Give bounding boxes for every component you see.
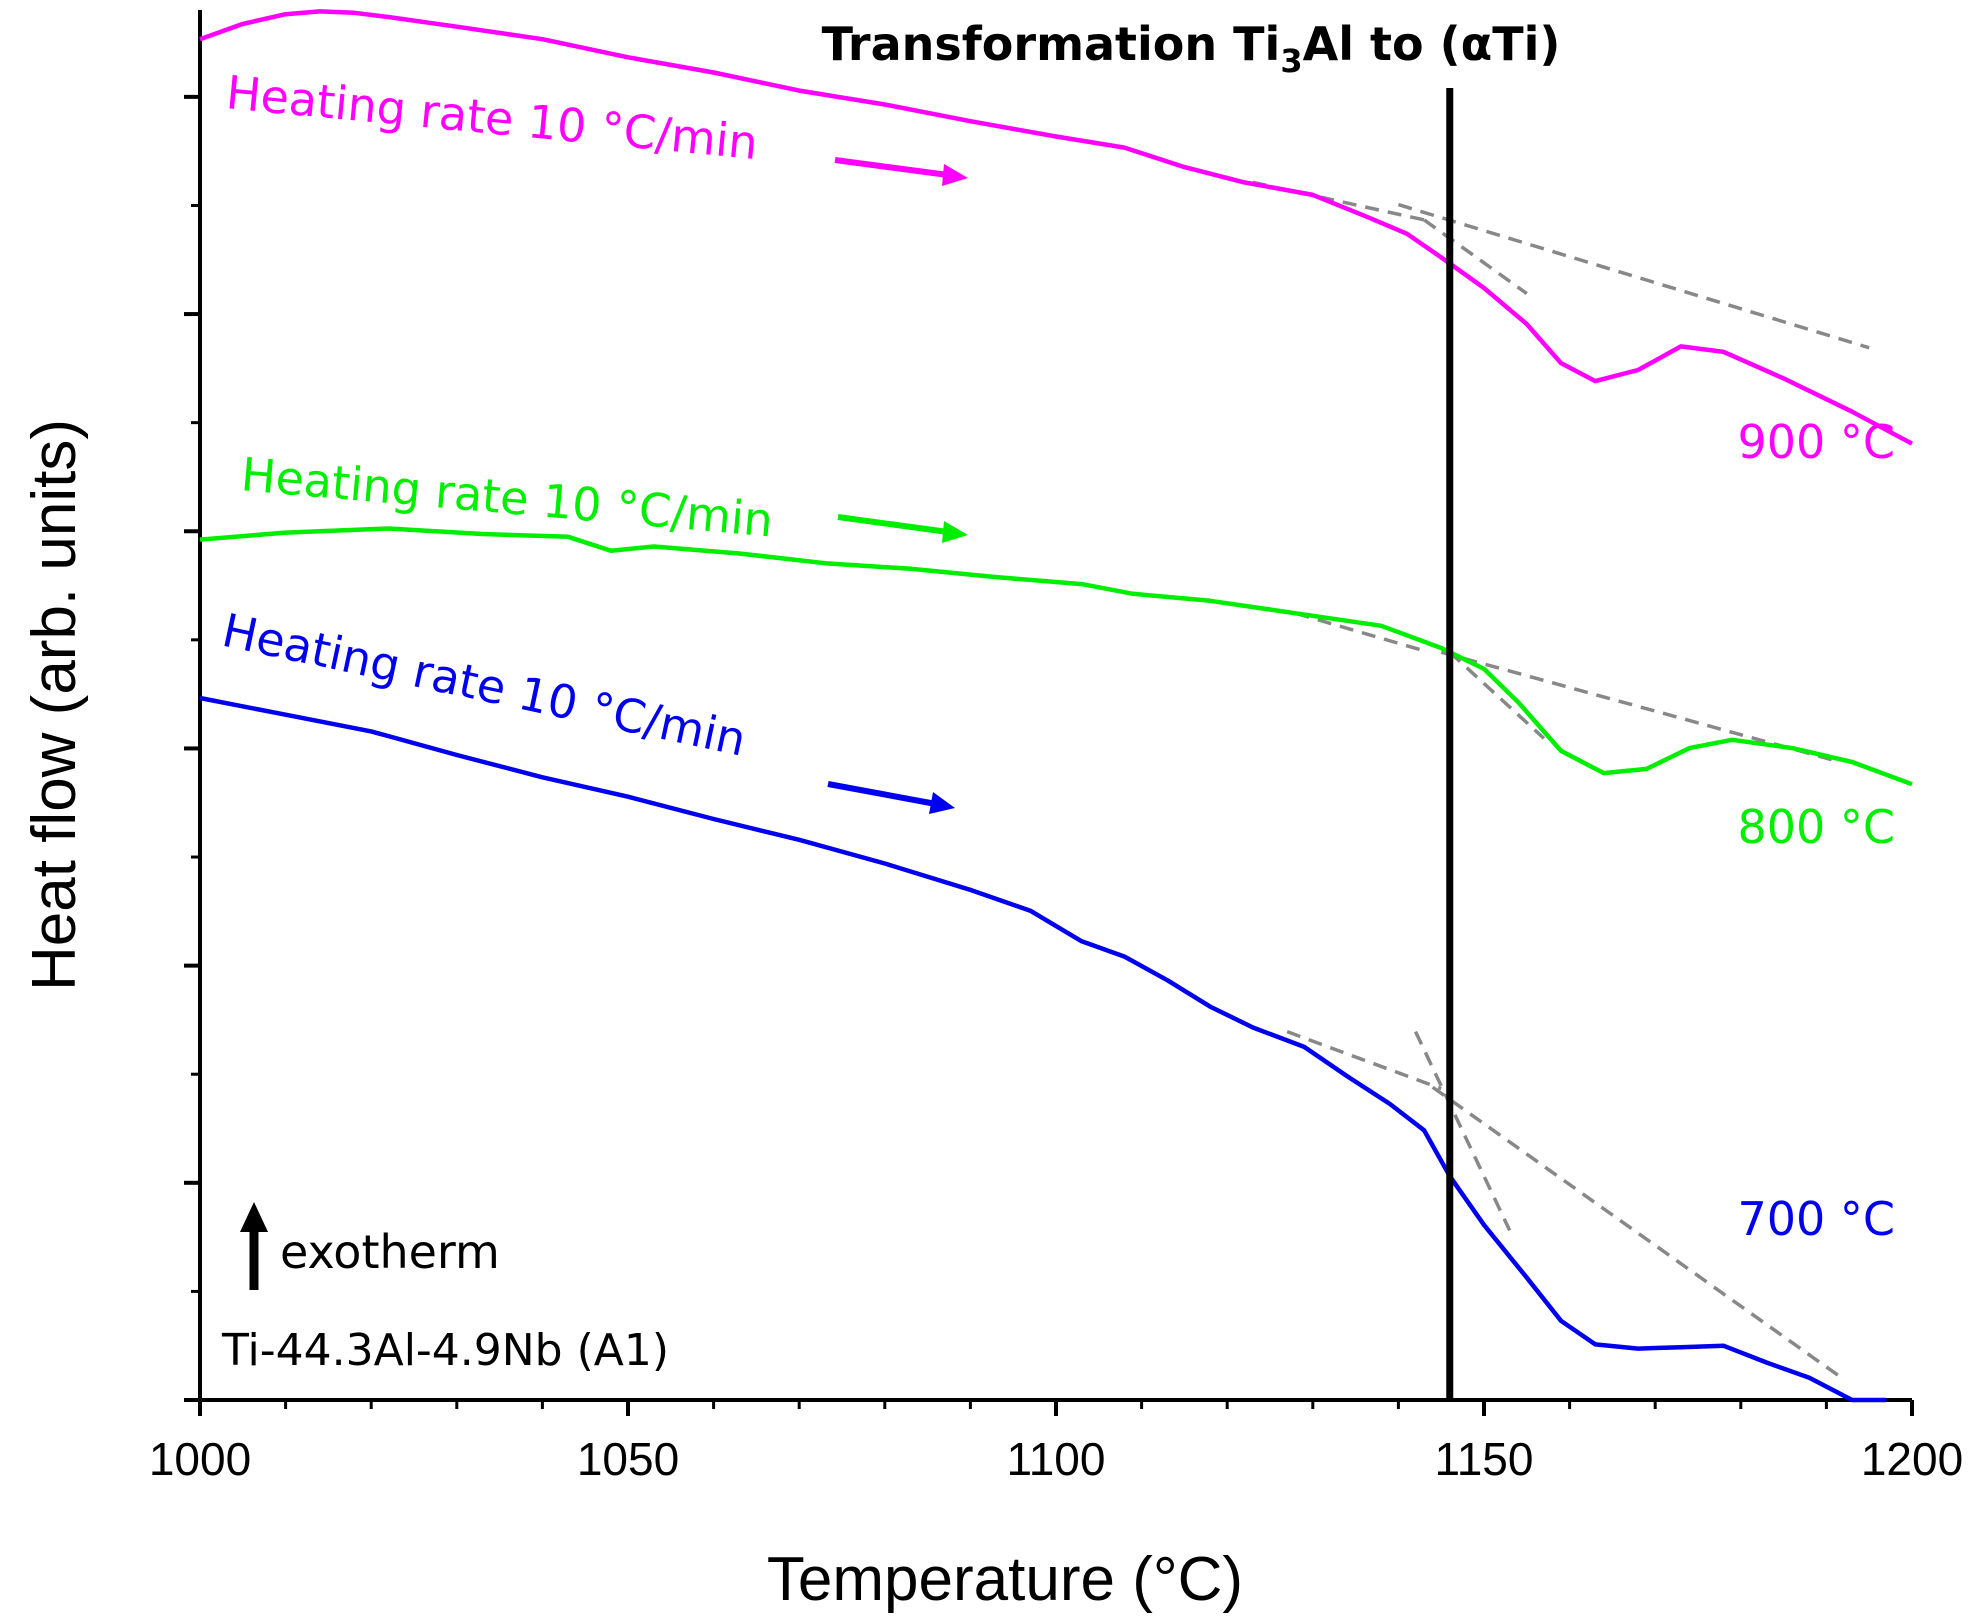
- y-axis-ticks: [184, 94, 200, 1402]
- transformation-label-prefix: Transformation Ti: [822, 17, 1281, 71]
- exotherm-label: exotherm: [280, 1225, 500, 1279]
- tangent-line: [1286, 1030, 1442, 1091]
- tangent-line: [1295, 611, 1425, 653]
- rate-label-900: Heating rate 10 °C/min: [224, 65, 760, 170]
- transformation-label: Transformation Ti3Al to (αTi): [822, 17, 1561, 80]
- series-line-700: [199, 695, 1887, 1403]
- series-label-700: 700 °C: [1737, 1192, 1895, 1246]
- x-axis-title: Temperature (°C): [767, 1545, 1243, 1614]
- x-tick-label: 1150: [1435, 1433, 1534, 1485]
- tangent-line: [1431, 1085, 1845, 1381]
- tangent-line: [1397, 202, 1870, 350]
- alloy-label: Ti-44.3Al-4.9Nb (A1): [221, 1325, 669, 1376]
- series-label-800: 800 °C: [1737, 800, 1895, 854]
- tangent-line: [1413, 1030, 1512, 1232]
- series-line-800: [199, 526, 1913, 787]
- rate-arrow-700: [827, 781, 955, 814]
- tangent-line: [1423, 218, 1528, 295]
- series-group: [199, 9, 1914, 1403]
- rate-label-700: Heating rate 10 °C/min: [218, 603, 751, 767]
- series-line-900: [199, 9, 1914, 446]
- x-tick-label: 1200: [1861, 1433, 1963, 1485]
- x-tick-label: 1000: [149, 1433, 251, 1485]
- x-tick-label: 1100: [1007, 1433, 1106, 1485]
- tangent-line: [1448, 650, 1546, 740]
- transformation-label-suffix: Al to (αTi): [1303, 17, 1561, 71]
- series-label-900: 900 °C: [1737, 415, 1895, 469]
- y-axis-title: Heat flow (arb. units): [20, 419, 89, 991]
- x-axis-ticks: 1000 1050 1100 1150 1200: [149, 1400, 1963, 1485]
- exotherm-arrow-icon: [240, 1202, 268, 1290]
- x-tick-label: 1050: [577, 1433, 679, 1485]
- rate-arrow-800: [837, 514, 968, 543]
- rate-arrow-900: [834, 157, 968, 186]
- transformation-label-sub: 3: [1280, 42, 1302, 80]
